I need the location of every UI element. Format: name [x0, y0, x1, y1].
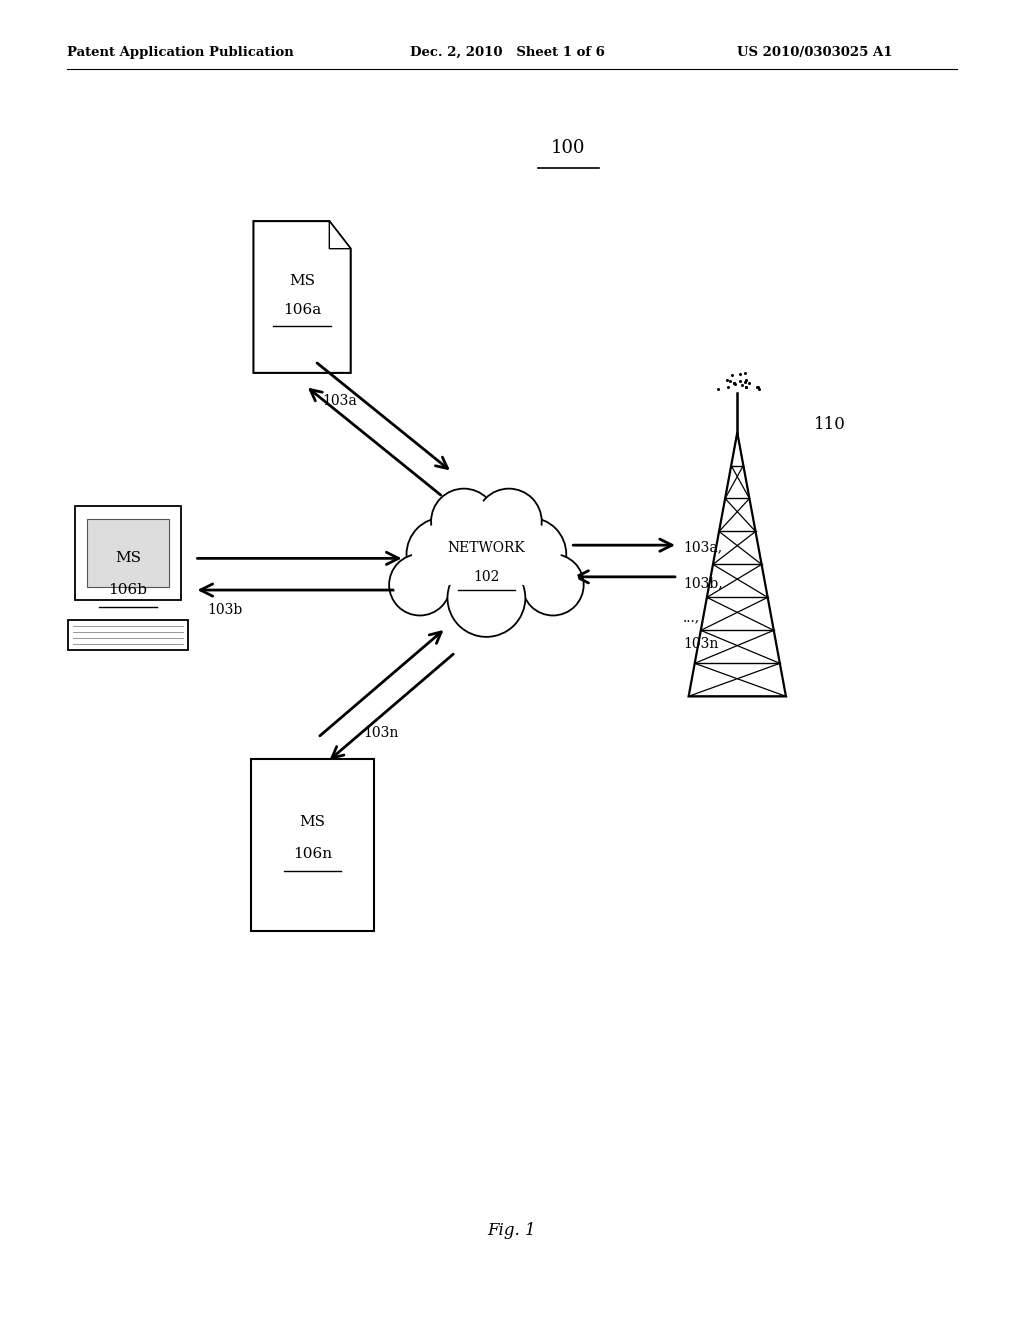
Text: Fig. 1: Fig. 1 [487, 1222, 537, 1238]
Ellipse shape [481, 494, 537, 549]
Ellipse shape [447, 560, 525, 636]
FancyBboxPatch shape [68, 620, 188, 651]
Polygon shape [254, 220, 350, 372]
Text: 102: 102 [473, 570, 500, 583]
Ellipse shape [444, 506, 528, 590]
Text: 103n: 103n [364, 726, 399, 739]
Text: MS: MS [115, 552, 141, 565]
Text: 110: 110 [814, 416, 846, 433]
Ellipse shape [522, 554, 584, 615]
Text: 106a: 106a [283, 304, 322, 317]
Text: Dec. 2, 2010   Sheet 1 of 6: Dec. 2, 2010 Sheet 1 of 6 [410, 46, 604, 59]
FancyBboxPatch shape [87, 519, 169, 587]
Polygon shape [330, 220, 350, 248]
Text: 103b: 103b [208, 603, 243, 618]
Text: MS: MS [299, 816, 326, 829]
Text: MS: MS [289, 275, 315, 288]
Text: 103n: 103n [683, 636, 719, 651]
Text: US 2010/0303025 A1: US 2010/0303025 A1 [737, 46, 893, 59]
Text: ...,: ..., [683, 610, 700, 624]
Text: 103a,: 103a, [683, 540, 722, 554]
Text: 100: 100 [551, 139, 586, 157]
Text: 106b: 106b [109, 583, 147, 597]
Ellipse shape [436, 494, 492, 549]
Text: Patent Application Publication: Patent Application Publication [67, 46, 293, 59]
Ellipse shape [407, 517, 480, 591]
Ellipse shape [476, 488, 542, 554]
Ellipse shape [437, 499, 536, 597]
Text: 103b,: 103b, [683, 576, 723, 590]
FancyBboxPatch shape [75, 506, 181, 601]
Text: 106n: 106n [293, 847, 332, 861]
Ellipse shape [527, 558, 580, 611]
FancyBboxPatch shape [251, 759, 374, 931]
Ellipse shape [389, 554, 451, 615]
Ellipse shape [498, 523, 561, 586]
Ellipse shape [493, 517, 566, 591]
Ellipse shape [431, 488, 497, 554]
Ellipse shape [454, 565, 519, 631]
Ellipse shape [393, 558, 446, 611]
Text: NETWORK: NETWORK [447, 541, 525, 554]
Ellipse shape [412, 523, 475, 586]
Text: 103a: 103a [323, 395, 357, 408]
